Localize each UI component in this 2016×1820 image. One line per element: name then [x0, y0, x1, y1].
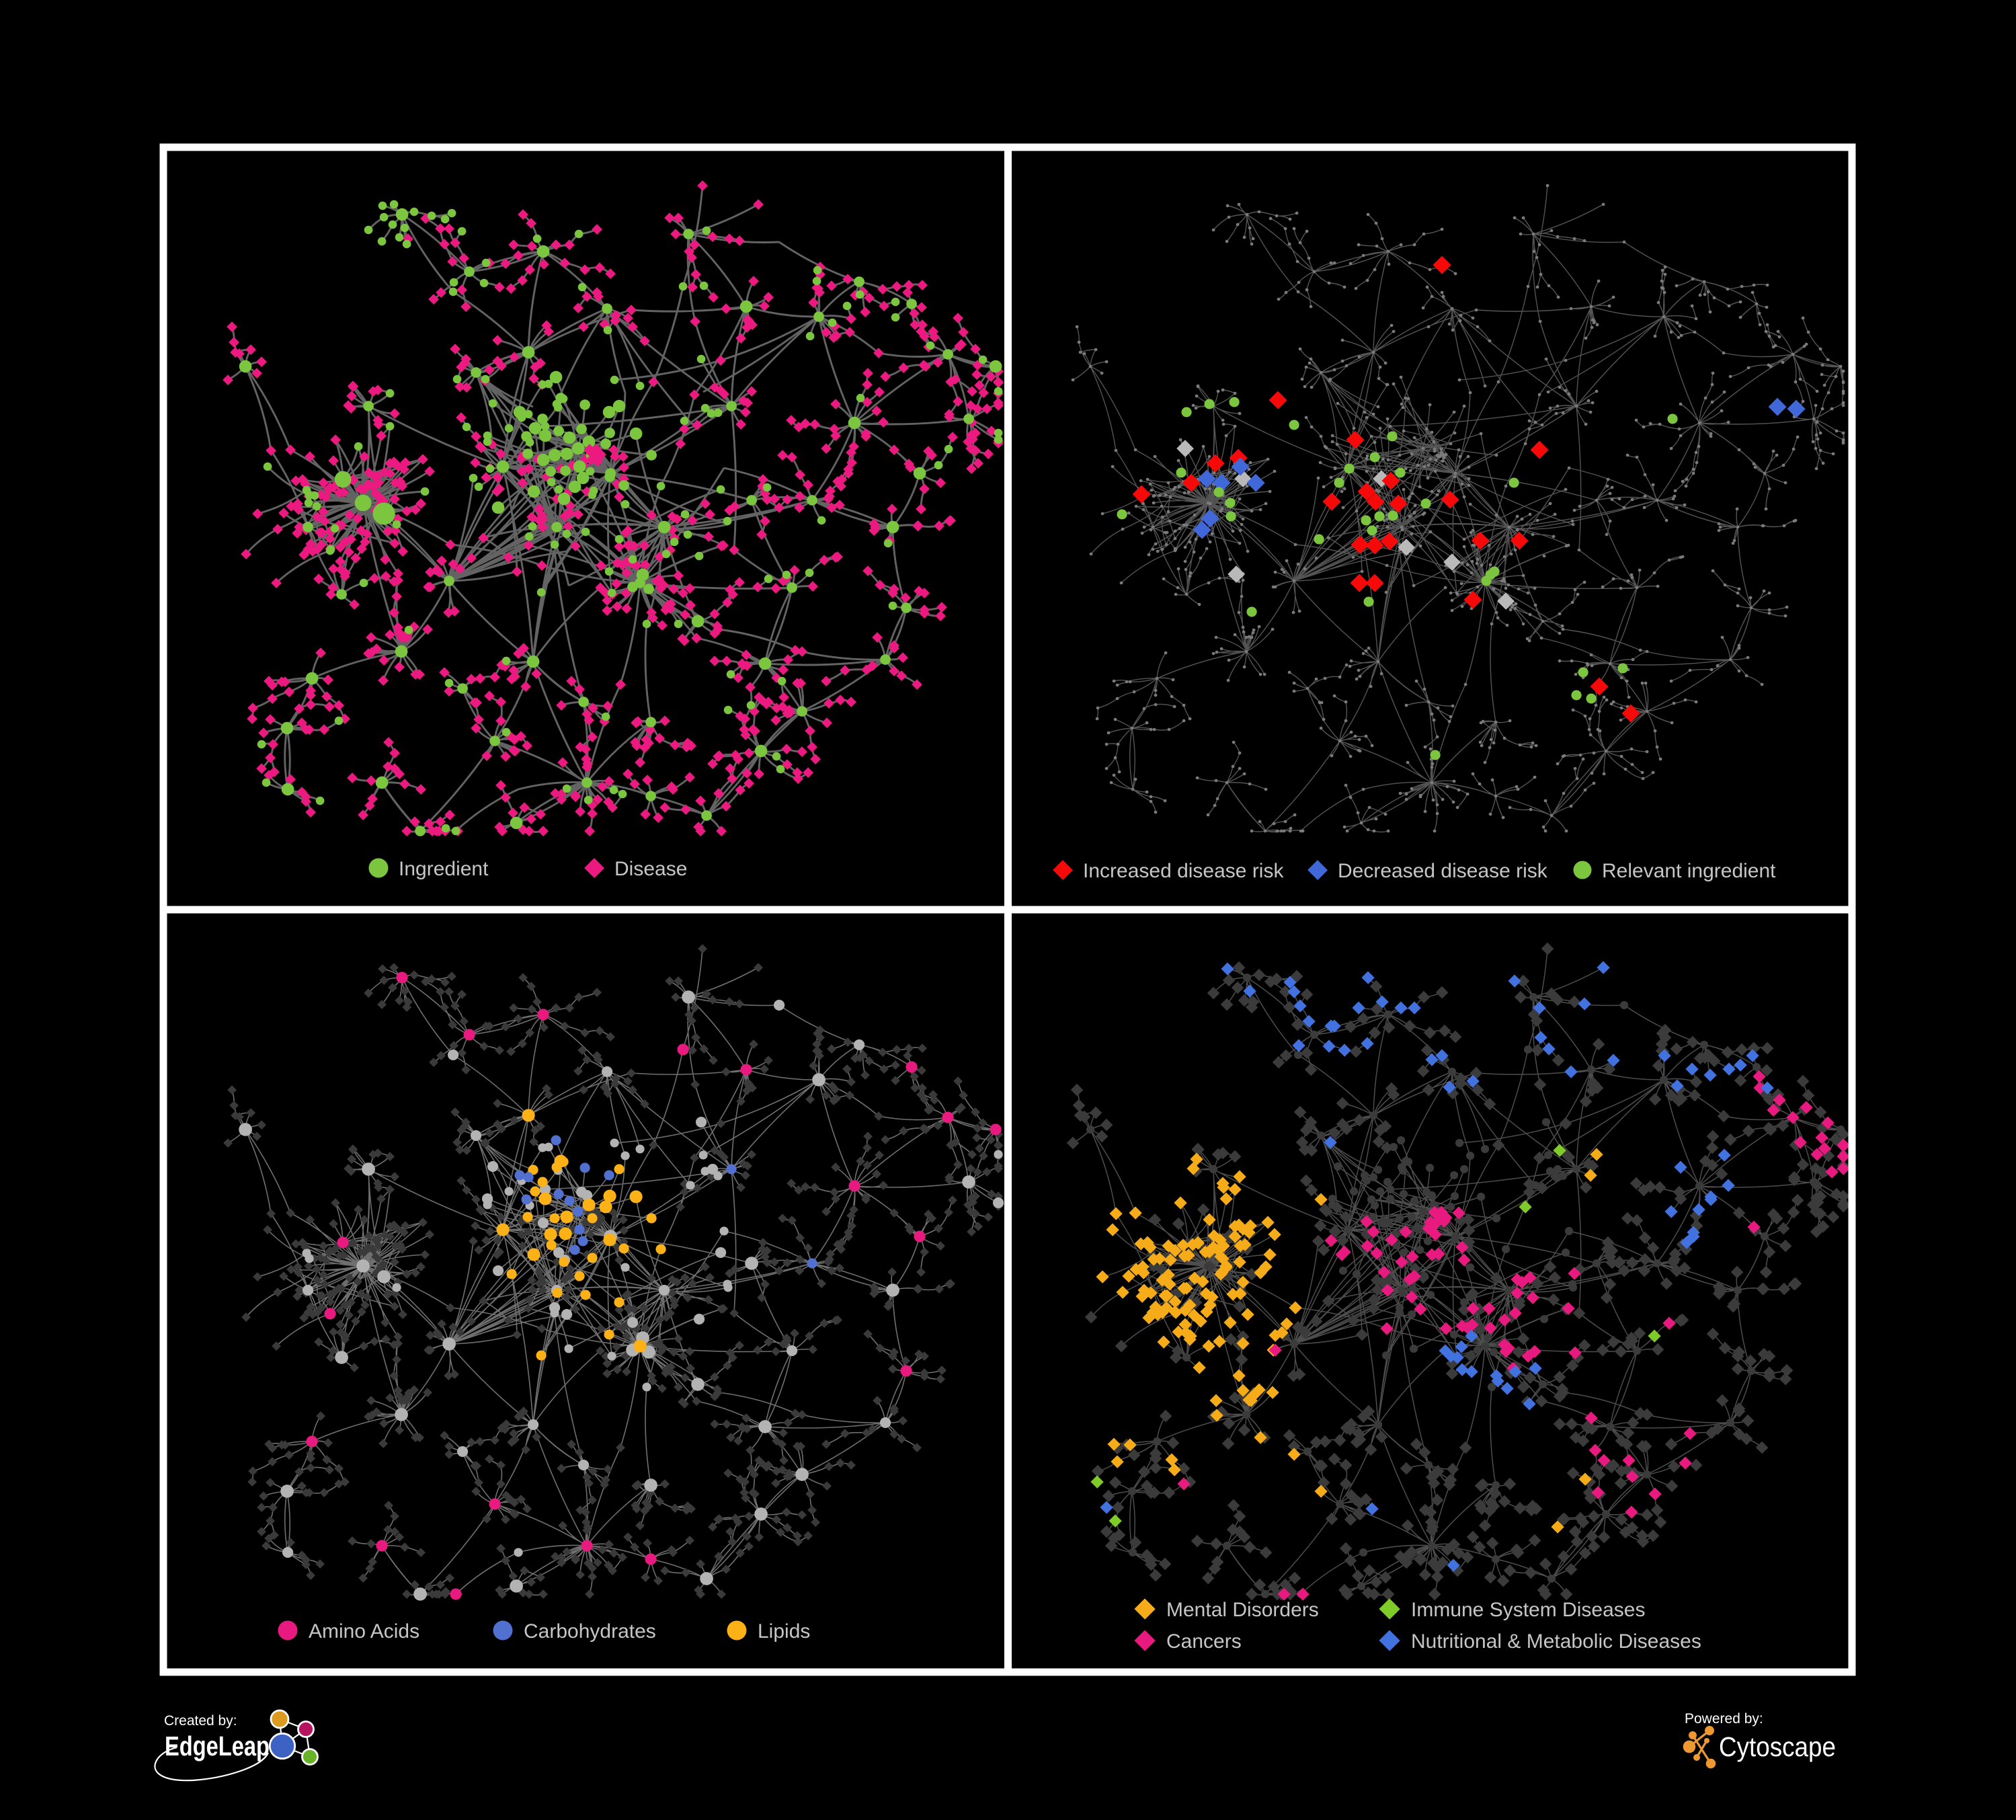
svg-text:Carbohydrates: Carbohydrates	[524, 1620, 656, 1643]
svg-text:Decreased disease risk: Decreased disease risk	[1338, 860, 1548, 882]
svg-text:EdgeLeap: EdgeLeap	[165, 1731, 270, 1762]
svg-text:Amino Acids: Amino Acids	[309, 1620, 419, 1643]
svg-text:Created by:: Created by:	[164, 1713, 237, 1729]
svg-text:Mental Disorders: Mental Disorders	[1166, 1599, 1319, 1621]
svg-text:Cancers: Cancers	[1166, 1630, 1242, 1653]
svg-text:Disease: Disease	[614, 858, 687, 880]
svg-text:Ingredient: Ingredient	[399, 858, 489, 880]
svg-text:Lipids: Lipids	[758, 1620, 810, 1643]
svg-text:Nutritional & Metabolic Diseas: Nutritional & Metabolic Diseases	[1411, 1630, 1701, 1653]
svg-text:Increased disease risk: Increased disease risk	[1083, 860, 1284, 882]
svg-text:Powered by:: Powered by:	[1685, 1711, 1763, 1727]
svg-text:Relevant ingredient: Relevant ingredient	[1602, 860, 1776, 882]
svg-text:Cytoscape: Cytoscape	[1719, 1731, 1836, 1762]
svg-text:Immune System Diseases: Immune System Diseases	[1411, 1599, 1645, 1621]
